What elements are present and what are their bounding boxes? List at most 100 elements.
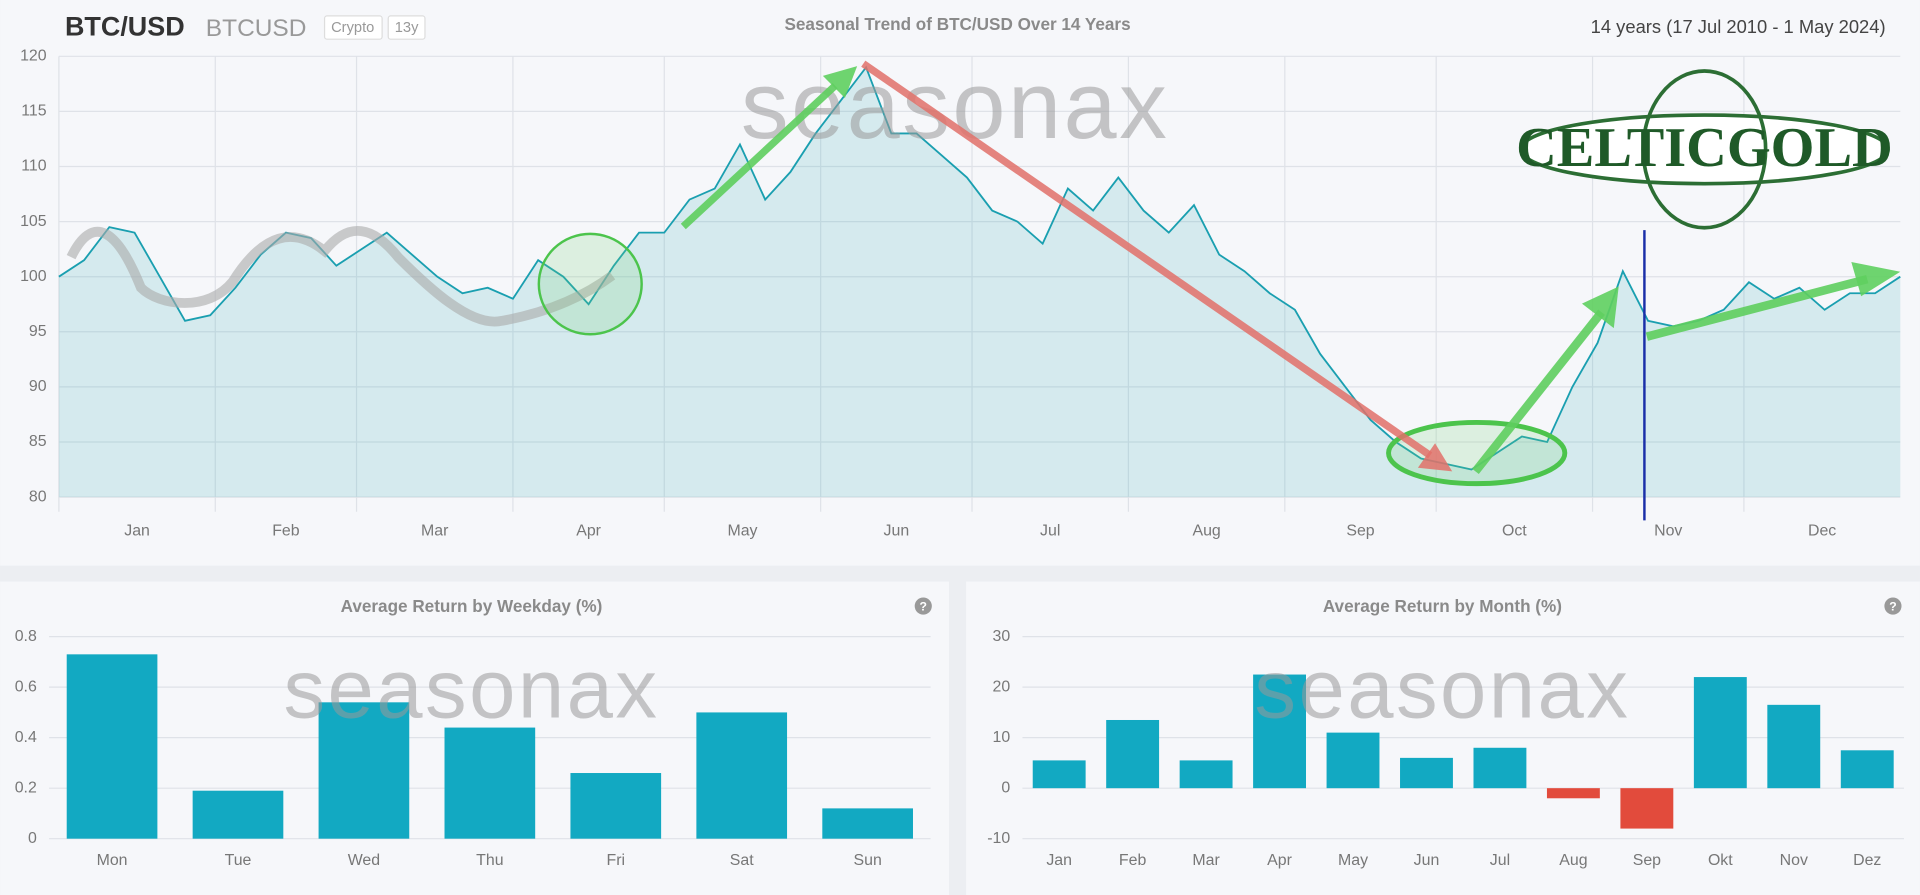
logo: CELTICGOLD — [1516, 117, 1893, 179]
arrow-head — [1581, 286, 1619, 329]
x-tick-label: Apr — [1267, 852, 1292, 869]
x-tick-label: Jan — [124, 523, 150, 540]
y-tick-label: 80 — [29, 488, 47, 505]
chart-title: Average Return by Weekday (%) — [341, 596, 603, 616]
x-tick-label: Jan — [1046, 852, 1072, 869]
watermark: seasonax — [283, 642, 659, 735]
x-tick-label: Fri — [607, 852, 626, 869]
logo-frame — [1518, 113, 1890, 186]
bar — [1767, 704, 1821, 789]
bar — [1840, 750, 1894, 789]
x-tick-label: Tue — [225, 852, 252, 869]
bar — [66, 654, 158, 839]
bar — [1032, 760, 1086, 789]
x-tick-label: Jun — [884, 523, 910, 540]
x-tick-label: Nov — [1780, 852, 1808, 869]
bar — [1473, 747, 1527, 789]
arrow — [1645, 275, 1869, 341]
arrow — [680, 83, 838, 230]
y-tick-label: 0.4 — [15, 729, 37, 746]
badge: 13y — [395, 20, 419, 36]
bar — [570, 773, 662, 839]
y-tick-label: 0.8 — [15, 628, 37, 645]
ticker: BTCUSD — [206, 15, 307, 42]
y-tick-label: 110 — [21, 158, 47, 175]
y-tick-label: 0 — [28, 830, 37, 847]
x-tick-label: Aug — [1192, 523, 1220, 540]
y-tick-label: 30 — [992, 628, 1010, 645]
bar — [192, 790, 284, 839]
bar — [1400, 757, 1453, 789]
x-tick-label: Okt — [1708, 852, 1733, 869]
y-tick-label: 100 — [20, 268, 47, 285]
y-tick-label: 0.6 — [15, 678, 37, 695]
x-tick-label: Sat — [730, 852, 754, 869]
help-icon-text[interactable]: ? — [1889, 600, 1896, 614]
badge: Crypto — [331, 20, 374, 36]
bar — [1179, 760, 1233, 789]
x-tick-label: Wed — [348, 852, 380, 869]
x-tick-label: Sun — [853, 852, 881, 869]
y-tick-label: 105 — [20, 213, 47, 230]
x-tick-label: Dez — [1853, 852, 1881, 869]
bar — [1546, 788, 1600, 799]
bar — [1253, 674, 1307, 789]
arrow-head — [1851, 262, 1901, 297]
y-tick-label: 20 — [992, 678, 1010, 695]
badge-box — [387, 15, 426, 40]
bar — [1326, 732, 1380, 789]
x-tick-label: May — [1338, 852, 1368, 869]
x-tick-label: Nov — [1654, 523, 1682, 540]
y-tick-label: 85 — [29, 433, 47, 450]
x-tick-label: Feb — [1119, 852, 1147, 869]
logo-knot — [1641, 69, 1768, 230]
bar — [1693, 677, 1747, 789]
x-tick-label: Mar — [421, 523, 449, 540]
y-tick-label: -10 — [987, 830, 1010, 847]
bar — [696, 712, 788, 839]
watermark: seasonax — [741, 53, 1169, 159]
bar — [318, 702, 410, 839]
x-tick-label: Oct — [1502, 523, 1527, 540]
x-tick-label: Sep — [1633, 852, 1661, 869]
chart-title: Average Return by Month (%) — [1323, 596, 1562, 616]
x-tick-label: Mar — [1192, 852, 1220, 869]
x-tick-label: Aug — [1559, 852, 1587, 869]
arrow-head — [1417, 443, 1453, 472]
charts: Seasonal Trend of BTC/USD Over 14 Years 8… — [15, 14, 1904, 869]
arrow — [861, 60, 1433, 459]
trend-curve — [66, 225, 616, 327]
help-icon-text[interactable]: ? — [920, 600, 927, 614]
bar — [1106, 719, 1160, 789]
y-tick-label: 120 — [20, 48, 47, 65]
x-tick-label: Thu — [476, 852, 503, 869]
y-tick-label: 0 — [1001, 779, 1010, 796]
help-icon[interactable] — [1884, 597, 1902, 615]
annotations: CELTICGOLD — [66, 60, 1901, 521]
badge-box — [323, 15, 383, 40]
line — [58, 65, 1901, 471]
bar — [1620, 788, 1674, 829]
highlight-circle — [537, 232, 643, 336]
y-tick-label: 0.2 — [15, 779, 37, 796]
x-tick-label: Dec — [1808, 523, 1836, 540]
x-tick-label: Jun — [1414, 852, 1440, 869]
chart-title: Seasonal Trend of BTC/USD Over 14 Years — [784, 14, 1130, 34]
x-tick-label: Jul — [1040, 523, 1060, 540]
y-tick-label: 115 — [21, 103, 47, 120]
highlight-circle — [1386, 419, 1568, 487]
x-tick-label: Apr — [576, 523, 601, 540]
help-icon[interactable] — [914, 597, 932, 615]
x-tick-label: Sep — [1346, 523, 1374, 540]
arrow — [1472, 309, 1605, 475]
y-tick-label: 90 — [29, 378, 47, 395]
y-tick-label: 10 — [992, 729, 1010, 746]
x-tick-label: Jul — [1490, 852, 1510, 869]
x-tick-label: Mon — [97, 852, 128, 869]
top-panel — [0, 0, 1920, 566]
date-range: 14 years (17 Jul 2010 - 1 May 2024) — [1591, 16, 1886, 37]
arrow-head — [822, 66, 858, 98]
symbol: BTC/USD — [65, 11, 185, 41]
